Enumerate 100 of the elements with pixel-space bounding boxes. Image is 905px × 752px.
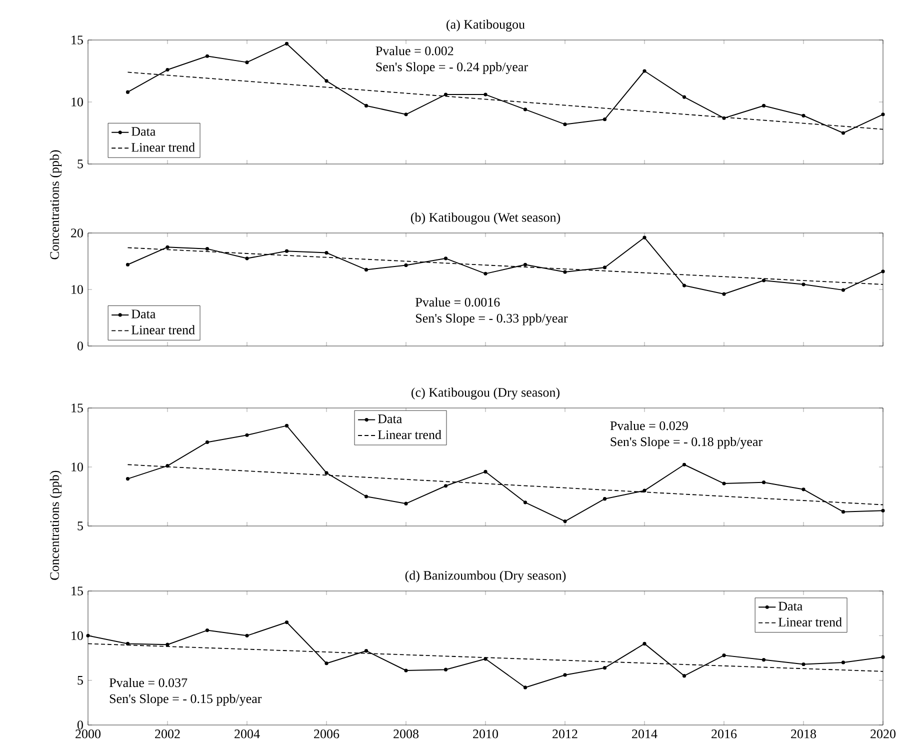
y-tick-label: 5 [78,160,83,168]
x-tick-label: 2012 [552,730,578,738]
point [881,655,885,659]
point [563,519,567,524]
point [444,484,448,488]
point [841,660,846,664]
point [284,424,289,428]
chart-title: (c) Katibougou (Dry season) [412,388,560,400]
point [324,471,328,475]
point [444,668,448,672]
point [841,510,846,514]
point [126,90,130,94]
point [802,114,806,118]
annotation: Pvalue = 0.029 [610,421,688,430]
x-tick-label: 2014 [632,730,658,738]
point [722,116,726,120]
point [563,122,567,126]
point [126,262,130,266]
point [841,131,846,135]
point [364,649,368,653]
y-tick-label: 15 [72,404,83,412]
point [404,263,408,267]
chart-title: (a) Katibougou [446,20,525,32]
annotation: Sen's Slope = - 0.24 ppb/year [376,62,528,74]
y-tick-label: 20 [71,228,83,238]
point [762,480,766,484]
point [404,112,408,116]
point [364,494,368,498]
point [324,662,328,666]
x-tick-label: 2010 [473,730,498,738]
point [86,634,90,638]
point [205,628,210,632]
legend-label: Linear trend [378,430,442,440]
point [881,112,885,116]
point [523,108,528,112]
y-tick-label: 10 [72,462,83,472]
chart-title: (b) Katibougou (Wet season) [410,212,560,224]
y-tick-label: 0 [77,720,83,730]
chart-title: (d) Banizoumbou (Dry season) [405,570,566,582]
point [602,666,607,670]
point [523,500,528,504]
point [166,642,170,646]
point [802,488,806,492]
y-tick-label: 5 [78,522,83,530]
point [245,634,249,638]
point [324,79,328,83]
point [642,488,646,492]
annotation: Pvalue = 0.002 [376,46,454,56]
point [444,256,448,260]
y-tick-label: 15 [72,586,83,596]
point [762,104,766,108]
annotation: Pvalue = 0.037 [109,678,188,688]
point [364,268,368,272]
annotation: Pvalue = 0.0016 [416,297,500,307]
point [404,668,408,672]
point [126,642,130,646]
point [484,92,488,96]
point [284,249,289,253]
point [642,642,646,646]
point [682,462,686,466]
point [881,508,885,512]
x-tick-label: 2000 [76,730,101,738]
y-tick-label: 5 [78,676,83,685]
y-axis-title: Concentrations (ppb) [50,150,62,260]
legend-label: Data [132,310,156,318]
legend-label: Linear trend [778,617,842,627]
point [484,470,488,474]
point [245,60,249,64]
point [682,284,686,288]
point [682,95,686,99]
x-tick-label: 2020 [870,730,896,738]
legend-label: Data [132,127,156,136]
y-tick-label: 0 [77,342,83,350]
point [802,662,806,666]
point [802,282,806,286]
point [484,272,488,276]
point [722,482,726,486]
x-tick-label: 2004 [234,730,260,738]
point [563,673,567,677]
point [205,247,210,251]
point [484,657,488,661]
x-tick-label: 2006 [314,730,340,738]
point [642,69,646,73]
x-tick-label: 2002 [155,730,180,738]
y-tick-label: 10 [72,98,83,106]
point [444,92,448,96]
y-axis-title: Concentrations (ppb) [50,470,62,580]
point [602,497,607,501]
point [762,658,766,662]
x-tick-label: 2016 [712,730,737,738]
point [722,654,726,658]
point [166,245,170,249]
legend-label: Data [778,602,803,611]
point [166,464,170,468]
point [205,440,210,444]
point [682,674,686,678]
annotation: Sen's Slope = - 0.18 ppb/year [610,437,762,449]
point [841,288,846,292]
point [245,256,249,260]
point [324,250,328,255]
